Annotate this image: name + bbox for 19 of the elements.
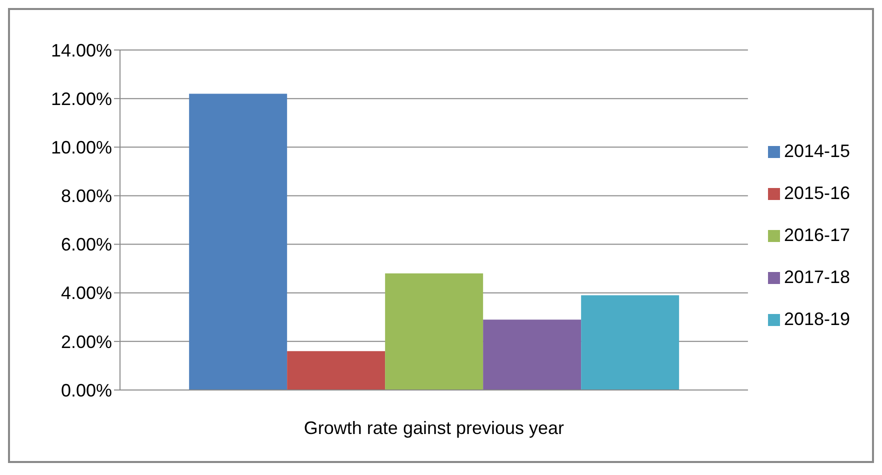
y-tick-label: 14.00%: [50, 40, 112, 60]
y-tick-label: 6.00%: [60, 234, 112, 255]
bar: [189, 94, 288, 390]
legend-label: 2014-15: [784, 141, 850, 161]
legend-label: 2016-17: [784, 225, 850, 245]
y-tick-label: 12.00%: [50, 88, 112, 109]
y-tick-label: 10.00%: [50, 138, 112, 158]
bar: [385, 273, 484, 390]
y-tick-label: 8.00%: [60, 186, 112, 206]
bar: [287, 351, 386, 390]
x-tick-label: Growth rate gainst previous year: [304, 418, 564, 438]
bar: [581, 295, 680, 390]
legend-label: 2017-18: [784, 267, 850, 287]
legend-label: 2015-16: [784, 183, 850, 203]
bar: [483, 320, 582, 390]
legend-label: 2018-19: [784, 309, 850, 329]
y-tick-label: 2.00%: [60, 332, 112, 352]
y-tick-label: 0.00%: [60, 380, 112, 400]
y-tick-label: 4.00%: [60, 283, 112, 304]
